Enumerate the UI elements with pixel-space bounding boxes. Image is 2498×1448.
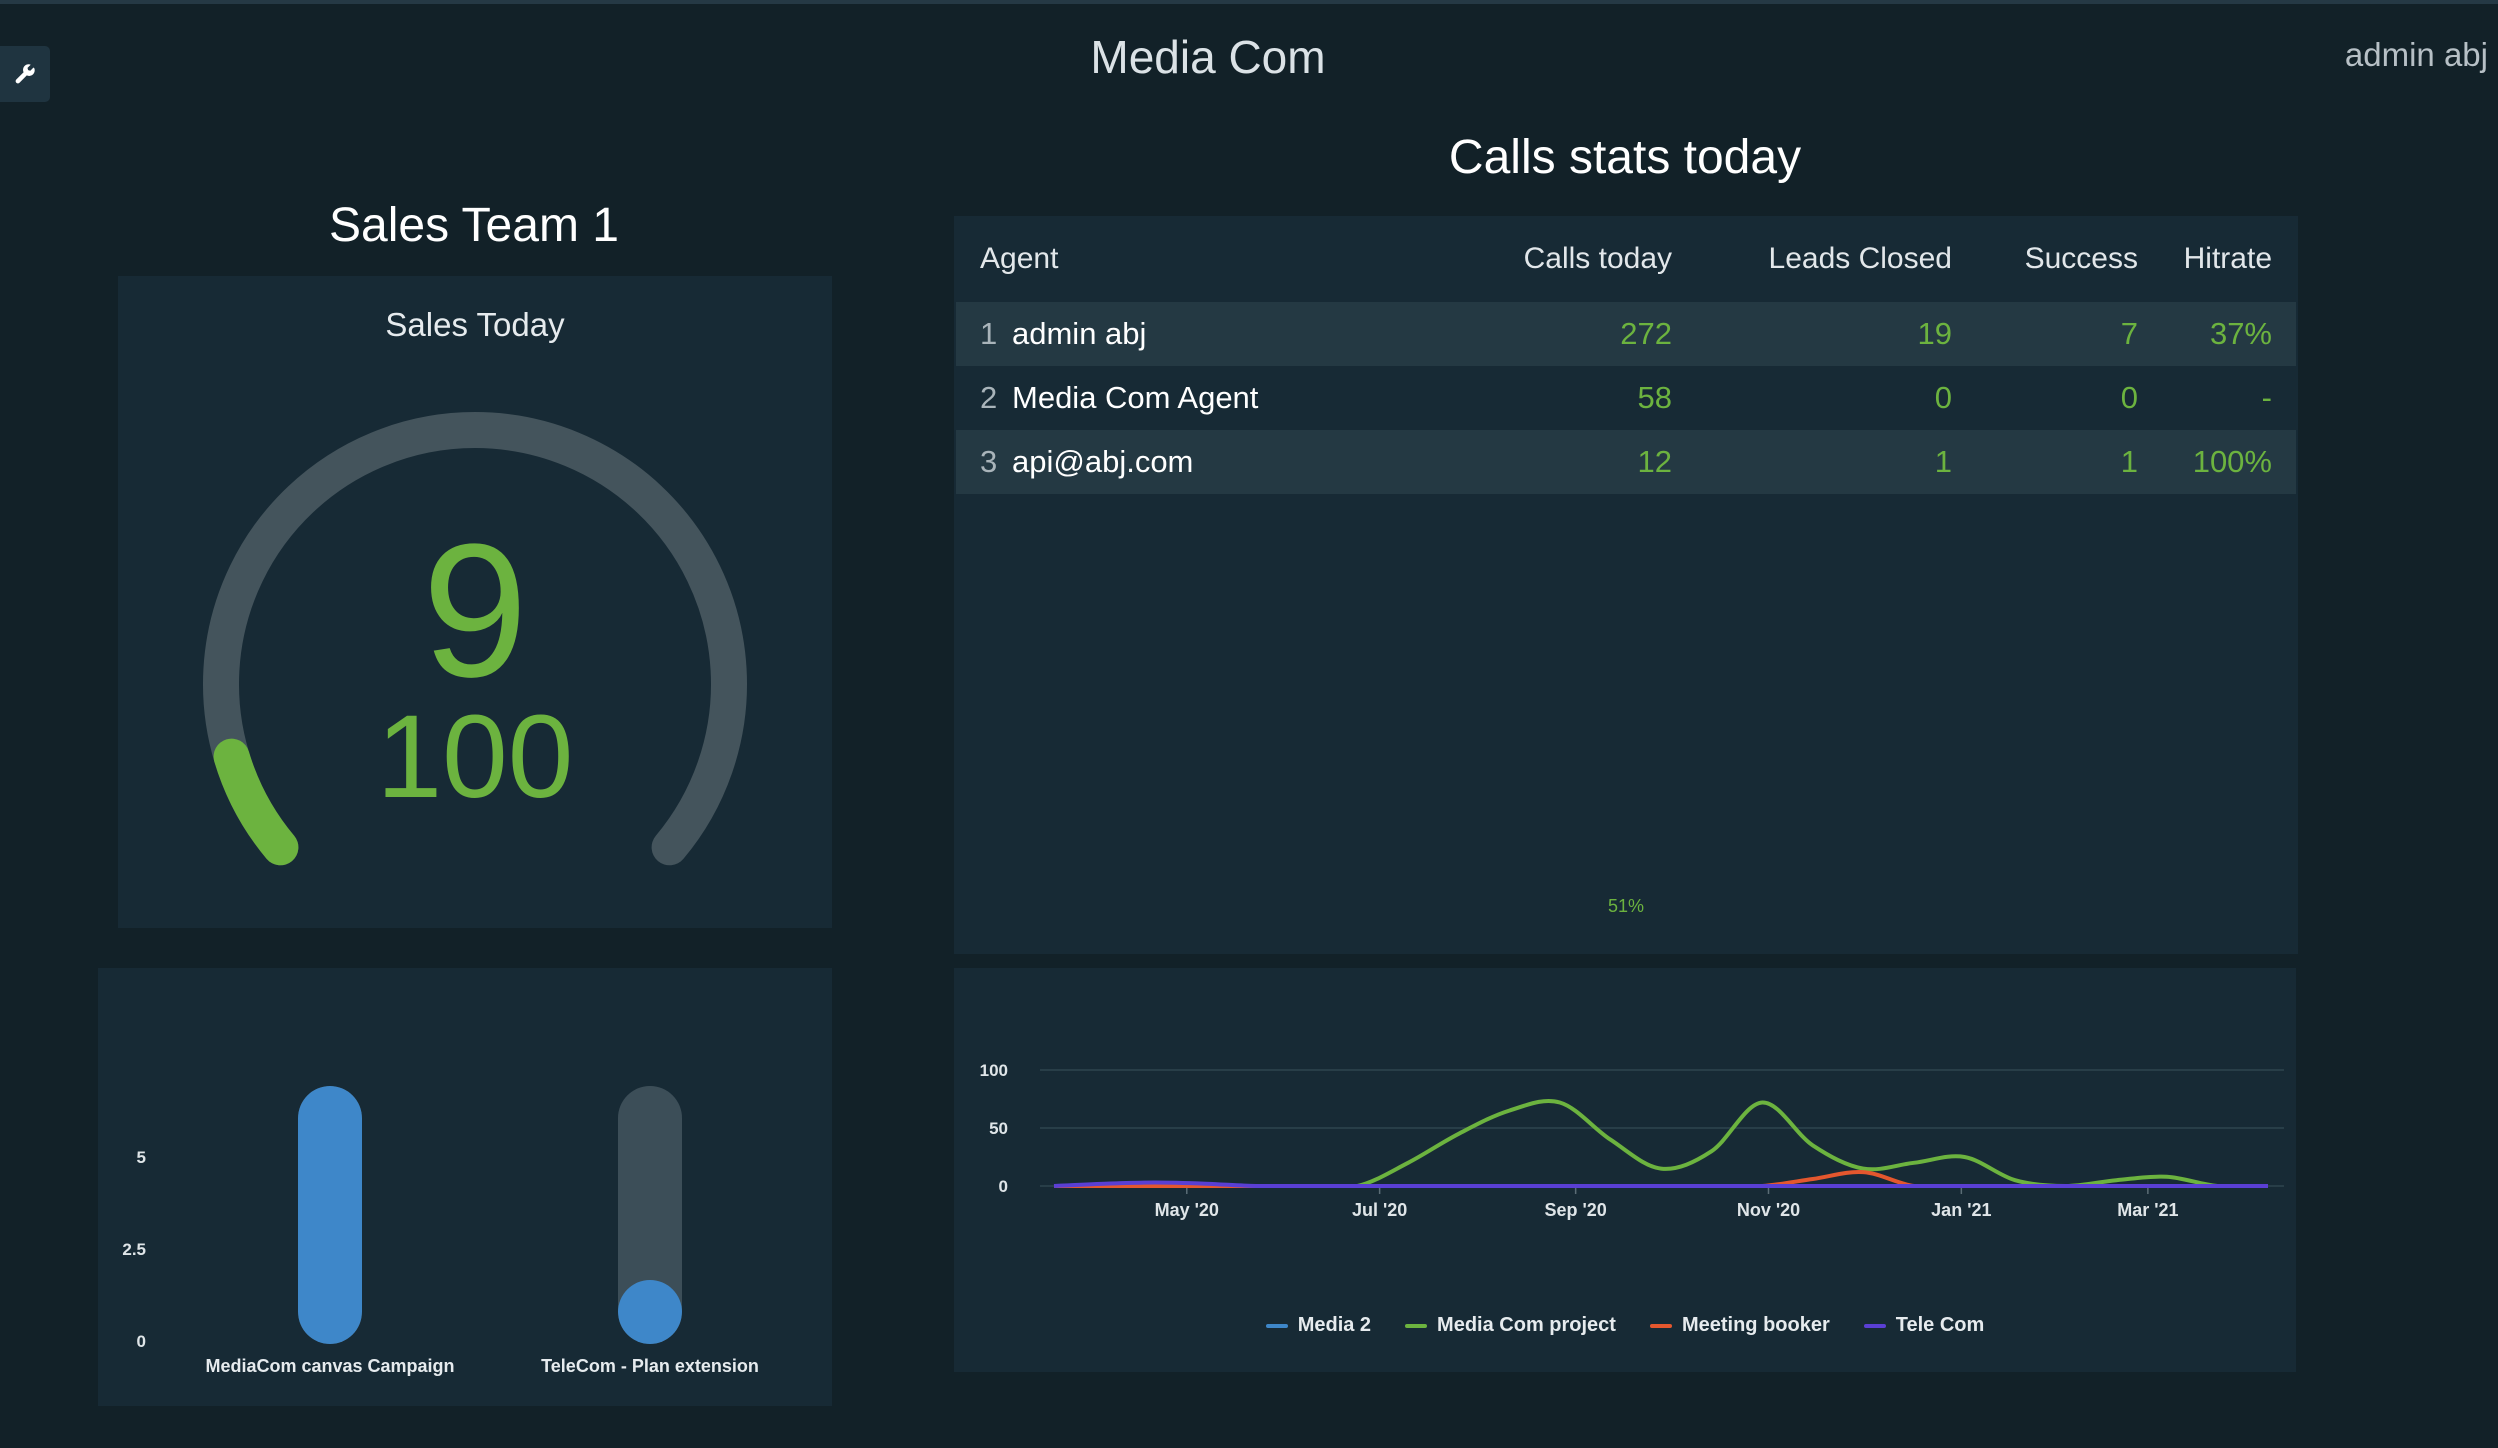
y-tick-label: 50: [989, 1119, 1008, 1138]
x-tick-label: Jan '21: [1931, 1200, 1991, 1220]
calls-today-cell: 12: [1426, 430, 1696, 494]
legend-item[interactable]: Media 2: [1265, 1314, 1372, 1337]
hitrate-cell: 37%: [2162, 302, 2296, 366]
success-cell: 0: [2120, 380, 2138, 415]
line-chart-plot: 0 50 100 May '20 Jul '20 Sep '20 Nov '20 Jan '2…: [980, 1061, 2284, 1220]
campaign-bar-chart: 5 2.5 0 MediaCom canvas Campaign TeleCom…: [98, 968, 832, 1406]
leads-closed-cell: 1: [1696, 430, 1976, 494]
bar-telecom-plan-extension[interactable]: [618, 1280, 682, 1344]
x-tick-label: May '20: [1155, 1200, 1219, 1220]
calls-today-cell: 272: [1426, 302, 1696, 366]
agent-name: Media Com Agent: [1012, 380, 1259, 415]
y-tick-label: 0: [999, 1177, 1008, 1196]
sales-gauge: [203, 412, 747, 866]
agent-cell: 1 admin abj: [956, 302, 1426, 366]
leads-closed-cell: 19: [1696, 302, 1976, 366]
table-row[interactable]: 3 api@abj.com 12 1 1 100%: [956, 430, 2296, 494]
wrench-icon: [15, 64, 35, 84]
x-tick-label: Jul '20: [1352, 1200, 1407, 1220]
table-row[interactable]: 1 admin abj 272 19 7 37%: [956, 302, 2296, 366]
calls-stats-title: Calls stats today: [1448, 131, 1802, 184]
calls-stats-panel: Agent Calls today Leads Closed Success H…: [954, 216, 2298, 954]
legend-label: Tele Com: [1895, 1314, 1985, 1336]
series-line-tele-com[interactable]: [1053, 1180, 2268, 1188]
x-tick-label: Sep '20: [1544, 1200, 1606, 1220]
agent-name: api@abj.com: [1012, 444, 1194, 479]
line-chart-legend: Media 2 Media Com project Meeting booker Te…: [954, 1314, 2296, 1337]
hitrate-cell: -: [2261, 380, 2272, 415]
legend-swatch: [1405, 1323, 1428, 1328]
bar-track[interactable]: [618, 1086, 682, 1344]
agent-cell: 2 Media Com Agent: [956, 366, 1426, 430]
success-cell: 7: [1976, 302, 2162, 366]
top-border: [0, 0, 2498, 4]
gauge-fill: [213, 738, 299, 866]
gauge-max: 100: [376, 691, 574, 823]
app-title: Media Com: [1090, 31, 1326, 83]
agent-name: admin abj: [1012, 316, 1147, 351]
calls-stats-table: Agent Calls today Leads Closed Success H…: [956, 216, 2296, 494]
column-leads-closed[interactable]: Leads Closed: [1768, 242, 1952, 275]
success-cell: 1: [1976, 430, 2162, 494]
user-menu[interactable]: admin abj: [2344, 36, 2488, 73]
table-header-row: Agent Calls today Leads Closed Success H…: [956, 216, 2296, 302]
row-rank: 2: [980, 380, 998, 415]
bar-y-tick: 5: [136, 1148, 146, 1167]
legend-label: Media 2: [1297, 1314, 1372, 1336]
gauge-track: [203, 412, 747, 866]
bar-track[interactable]: [298, 1086, 362, 1344]
bar-y-tick: 2.5: [122, 1240, 146, 1259]
column-agent[interactable]: Agent: [980, 242, 1059, 275]
hitrate-cell: 100%: [2162, 430, 2296, 494]
row-rank: 3: [980, 444, 998, 479]
campaign-line-chart: 0 50 100 May '20 Jul '20 Sep '20 Nov '20 Jan '2…: [954, 968, 2296, 1372]
bar-y-tick: 0: [136, 1332, 146, 1351]
row-rank: 1: [980, 316, 998, 351]
sales-gauge-panel: Sales Today 9 100: [118, 276, 832, 928]
legend-item[interactable]: Media Com project: [1405, 1314, 1616, 1337]
team-title: Sales Team 1: [329, 199, 619, 252]
table-row[interactable]: 2 Media Com Agent 58 0 0 -: [956, 366, 2296, 430]
hitrate-total: 51%: [1607, 896, 1645, 916]
legend-item[interactable]: Tele Com: [1863, 1314, 1985, 1337]
bar-category-label: TeleCom - Plan extension: [541, 1356, 759, 1376]
x-tick-label: Mar '21: [2117, 1200, 2178, 1220]
bar-category-label: MediaCom canvas Campaign: [205, 1356, 455, 1376]
settings-button[interactable]: [0, 46, 50, 102]
legend-label: Meeting booker: [1681, 1314, 1830, 1336]
agent-cell: 3 api@abj.com: [956, 430, 1426, 494]
legend-swatch: [1649, 1323, 1672, 1328]
column-hitrate[interactable]: Hitrate: [2183, 242, 2272, 275]
leads-closed-cell: 0: [1934, 380, 1952, 415]
column-success[interactable]: Success: [2024, 242, 2138, 275]
series-line-media-com-project[interactable]: [1054, 1098, 2268, 1188]
gauge-value: 9: [422, 505, 528, 717]
calls-today-cell: 58: [1637, 380, 1672, 415]
y-tick-label: 100: [980, 1061, 1008, 1080]
legend-item[interactable]: Meeting booker: [1649, 1314, 1830, 1337]
legend-label: Media Com project: [1437, 1314, 1616, 1336]
bar-mediacom-canvas-campaign[interactable]: [298, 1086, 362, 1344]
legend-swatch: [1265, 1323, 1288, 1328]
gauge-caption: Sales Today: [385, 306, 565, 343]
x-tick-label: Nov '20: [1737, 1200, 1800, 1220]
legend-swatch: [1863, 1323, 1886, 1328]
column-calls-today[interactable]: Calls today: [1523, 242, 1672, 275]
